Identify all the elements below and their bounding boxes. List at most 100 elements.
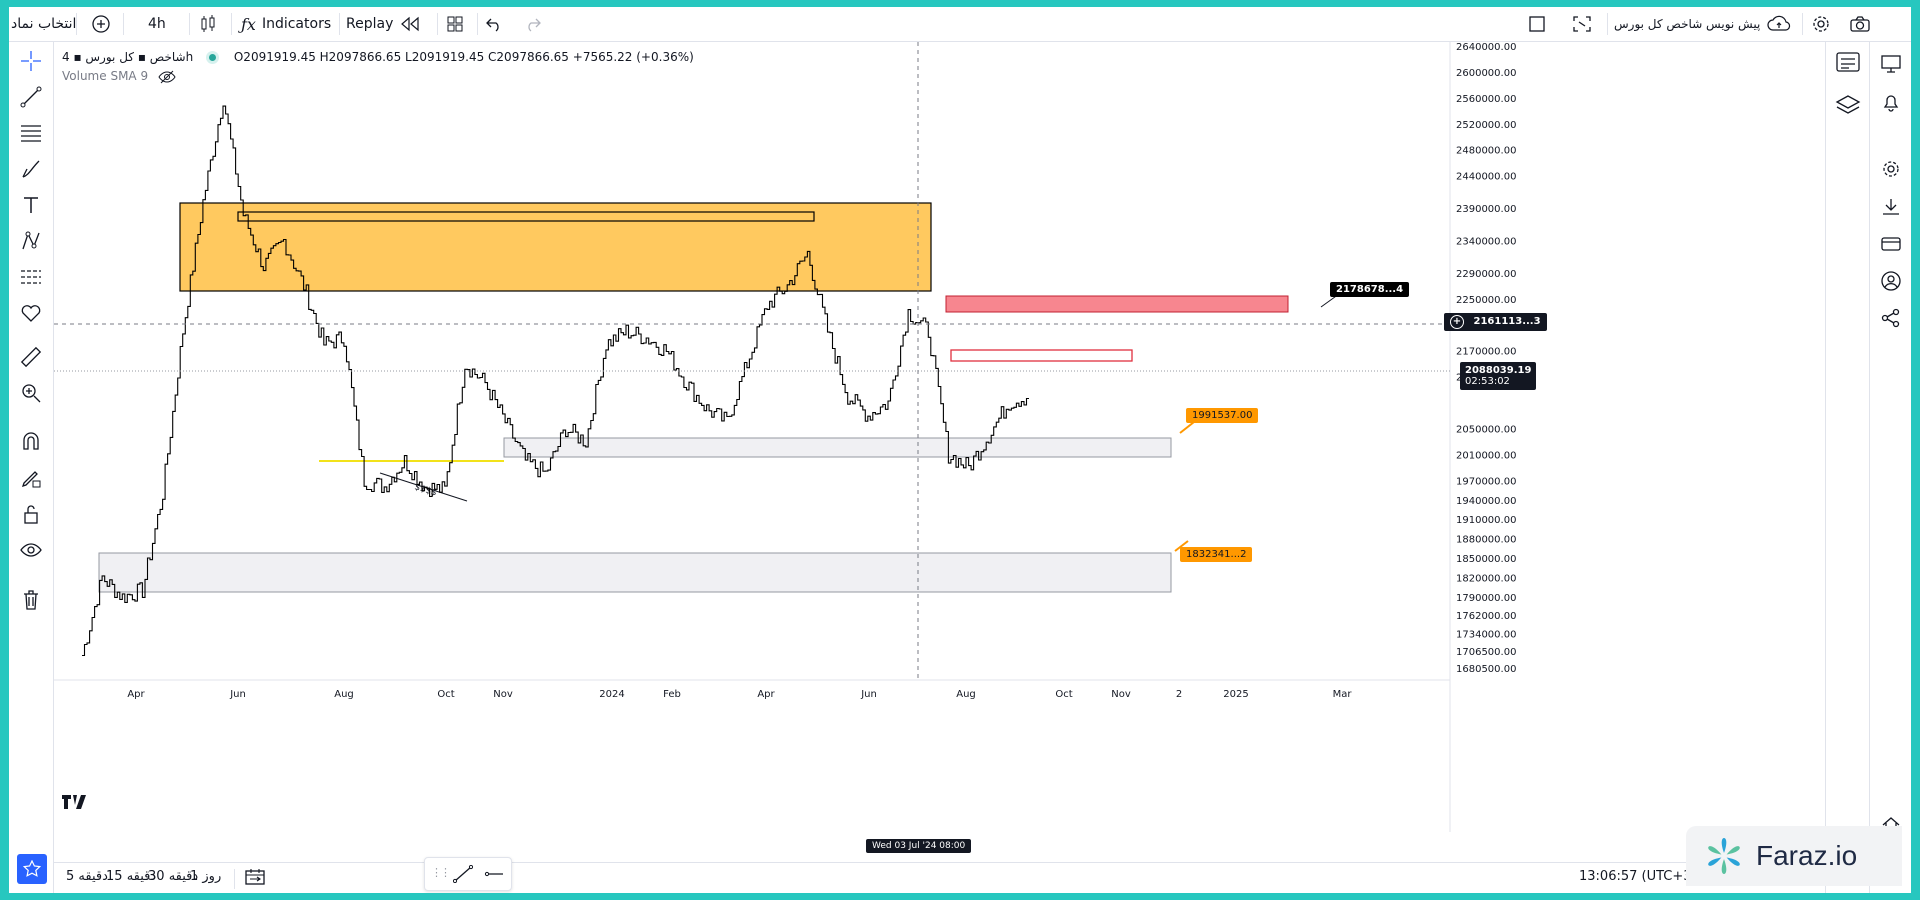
symbol-legend[interactable]: شاخص ▪ کل بورس ▪ 4h O2091919.45 H2097866… (62, 50, 694, 64)
market-status-dot (209, 54, 217, 61)
prediction-tool[interactable] (15, 262, 47, 292)
range-1d[interactable]: 1 روز (190, 869, 221, 884)
trend-line-tool[interactable] (15, 82, 47, 112)
goto-date-button[interactable] (244, 868, 266, 890)
crosshair-price-value: 2161113...3 (1473, 316, 1541, 327)
expand-button[interactable] (1572, 11, 1592, 37)
brush-tool[interactable] (15, 154, 47, 184)
price-chart[interactable]: $$$$ 2640000.002600000.002560000.0025200… (54, 42, 1824, 832)
supply-zone-small (950, 349, 1133, 362)
drag-handle-icon[interactable]: ⋮⋮ (431, 866, 451, 879)
favorites-tool[interactable] (15, 298, 47, 328)
symbol-search-button[interactable]: انتخاب نماد (11, 11, 76, 37)
redo-button[interactable] (524, 11, 542, 37)
lock-tool[interactable] (15, 499, 47, 529)
stay-drawing-tool[interactable] (15, 463, 47, 493)
layouts-button[interactable] (446, 11, 464, 37)
object-tree-button[interactable] (1833, 90, 1863, 120)
magnet-tool[interactable] (15, 427, 47, 457)
fib-lines-icon (21, 125, 41, 142)
chart-settings-button[interactable] (1876, 154, 1906, 184)
time-tick-label: Feb (663, 689, 681, 700)
tradingview-logo[interactable] (62, 794, 86, 813)
payment-button[interactable] (1876, 229, 1906, 259)
card-icon (1881, 237, 1901, 251)
range-5m[interactable]: 5 دقیقه (66, 869, 108, 884)
price-tick-label: 2290000.00 (1456, 269, 1516, 280)
crosshair-tool[interactable] (15, 46, 47, 76)
symbol-search-label: انتخاب نماد (11, 16, 77, 32)
text-tool[interactable] (15, 190, 47, 220)
range-15m[interactable]: 15 دقیقه (106, 869, 156, 884)
fib-tool[interactable] (15, 118, 47, 148)
pattern-tool[interactable] (15, 226, 47, 256)
interval-button[interactable]: 4h (148, 11, 166, 37)
hide-tool[interactable] (15, 535, 47, 565)
add-alert-icon[interactable]: + (1450, 315, 1464, 329)
callout-low[interactable]: 1832341...2 (1180, 547, 1253, 562)
share-icon (1881, 308, 1900, 328)
current-price-label: 2088039.19 02:53:02 (1460, 362, 1537, 390)
time-tick-label: 2 (1176, 689, 1182, 700)
range-15m-label: 15 دقیقه (106, 869, 157, 884)
interval-label: 4h (148, 16, 166, 32)
text-icon (24, 197, 38, 213)
snapshot-button[interactable] (1849, 11, 1871, 37)
pattern-icon (22, 231, 40, 250)
indicators-button[interactable]: ƒx Indicators (241, 11, 331, 37)
undo-icon (486, 18, 499, 32)
hidden-eye-icon[interactable] (158, 70, 176, 84)
supply-zone (945, 295, 1289, 313)
faraz-watermark: Faraz.io (1686, 826, 1902, 886)
time-tick-label: Jun (229, 689, 246, 700)
time-tick-label: Apr (127, 689, 145, 700)
replay-button[interactable]: Replay (346, 11, 421, 37)
download-button[interactable] (1876, 192, 1906, 222)
demand-zone-low (98, 552, 1172, 593)
user-icon (1881, 271, 1901, 291)
replay-label: Replay (346, 16, 394, 32)
trash-icon (24, 590, 38, 610)
tradingview-logo-icon (62, 795, 86, 809)
ruler-tool[interactable] (15, 342, 47, 372)
redo-icon (528, 18, 541, 32)
range-30m[interactable]: 30 دقیقه (148, 869, 198, 884)
line-style-icon[interactable] (483, 865, 505, 883)
favorites-button[interactable] (17, 854, 47, 884)
undo-button[interactable] (485, 11, 503, 37)
profile-button[interactable] (1876, 266, 1906, 296)
zoom-tool[interactable] (15, 378, 47, 408)
price-tick-label: 1762000.00 (1456, 611, 1516, 622)
volume-legend[interactable]: Volume SMA 9 (62, 69, 176, 84)
drawing-toolbar (9, 42, 54, 893)
trend-line-icon[interactable] (453, 865, 473, 883)
chart-type-button[interactable] (199, 11, 217, 37)
callout-top[interactable]: 2178678...4 (1330, 282, 1410, 297)
share-button[interactable] (1876, 303, 1906, 333)
plus-circle-icon (92, 15, 110, 33)
callout-low-text: 1832341...2 (1186, 549, 1247, 560)
remove-tool[interactable] (15, 585, 47, 615)
price-tick-label: 2050000.00 (1456, 424, 1516, 435)
price-tick-label: 1850000.00 (1456, 554, 1516, 565)
callout-top-text: 2178678...4 (1336, 284, 1404, 295)
clock-timezone[interactable]: 13:06:57 (UTC+3:30) (1579, 869, 1718, 884)
chart-pane[interactable]: $$$$ 2640000.00 2600000.00 2560000.00 25200… (54, 42, 1824, 853)
price-tick-label: 2250000.00 (1456, 295, 1516, 306)
layers-icon (1835, 95, 1861, 114)
range-5m-label: 5 دقیقه (66, 869, 108, 884)
layout-name-button[interactable]: پیش نویس شاخص کل بورس (1614, 11, 1792, 37)
watchlist-button[interactable] (1833, 47, 1863, 77)
symbol-title: شاخص ▪ کل بورس ▪ 4h (62, 50, 194, 64)
alerts-button[interactable] (1876, 87, 1906, 117)
price-tick-label: 1790000.00 (1456, 593, 1516, 604)
screen-button[interactable] (1876, 49, 1906, 79)
compare-add-button[interactable] (91, 11, 111, 37)
price-tick-label: 1820000.00 (1456, 574, 1516, 585)
floating-drawing-toolbar: ⋮⋮ (424, 857, 512, 891)
pencil-lock-icon (21, 471, 41, 488)
callout-mid[interactable]: 1991537.00 (1186, 408, 1259, 423)
time-tick-label: 2024 (599, 689, 624, 700)
settings-button[interactable] (1811, 11, 1831, 37)
fullscreen-button[interactable] (1528, 11, 1546, 37)
